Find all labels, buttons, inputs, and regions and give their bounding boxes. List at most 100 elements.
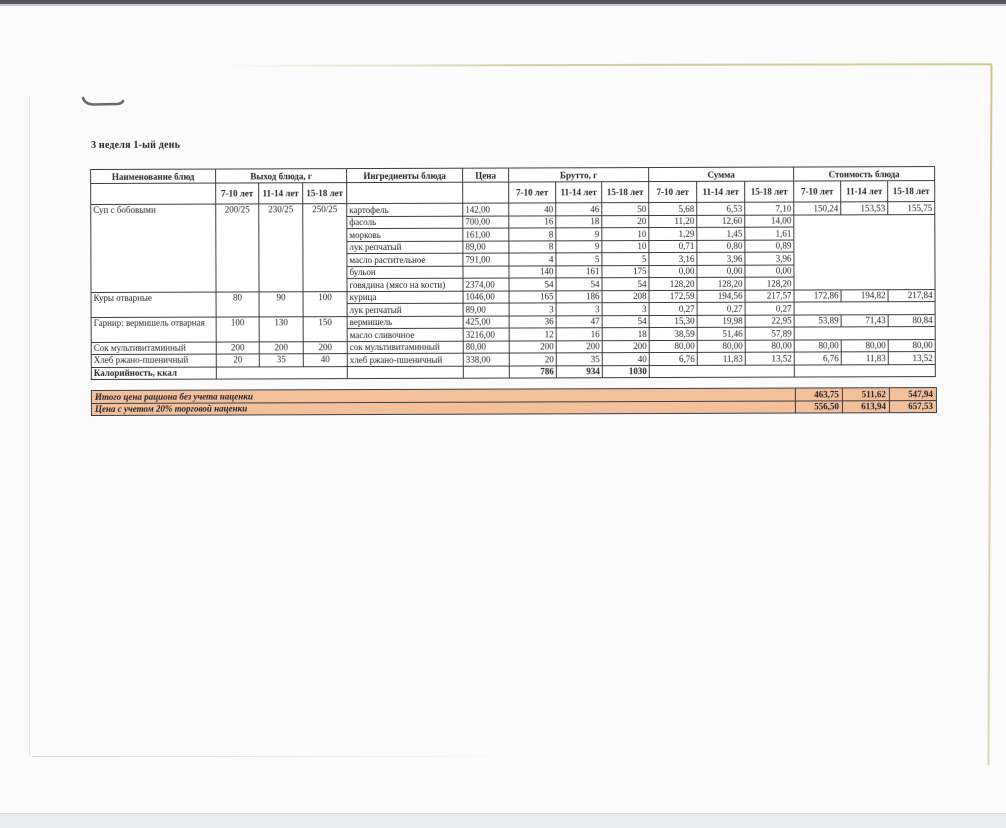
sum-cell: 1,45 <box>696 227 745 240</box>
sum-cell: 217,57 <box>745 289 795 303</box>
page-edge-bottom <box>32 756 552 757</box>
cost-merged-blank <box>794 326 936 340</box>
price-cell <box>462 265 509 279</box>
output-cell: 80 <box>216 291 260 317</box>
gross-cell: 54 <box>508 277 557 291</box>
totals-value-cell: 547,94 <box>889 387 937 401</box>
gross-cell: 50 <box>601 202 649 216</box>
output-cell: 230/25 <box>258 203 304 292</box>
gross-cell: 46 <box>555 202 602 216</box>
calories-value-cell: 934 <box>556 365 603 378</box>
sum-cell: 0,89 <box>744 239 794 253</box>
price-cell: 425,00 <box>463 315 510 329</box>
ingredient-cell: вермишель <box>347 315 464 329</box>
ingredient-cell: фасоль <box>346 215 463 229</box>
totals-table: Итого цена рациона без учета наценки 463,… <box>91 387 937 416</box>
sum-cell: 0,71 <box>648 239 697 253</box>
gross-cell: 20 <box>509 352 557 366</box>
sum-cell: 38,59 <box>649 327 698 341</box>
header-age-group: 15-18 лет <box>744 181 794 203</box>
output-cell: 130 <box>259 316 304 342</box>
gross-cell: 200 <box>556 340 603 353</box>
gross-cell: 54 <box>601 277 650 291</box>
sum-cell: 11,20 <box>648 214 697 228</box>
totals-label-cell: Цена с учетом 20% торговой наценки <box>91 400 796 416</box>
gross-cell: 35 <box>556 352 603 366</box>
sum-cell: 15,30 <box>649 314 698 328</box>
totals-table-body: Итого цена рациона без учета наценки 463,… <box>91 387 937 416</box>
gross-cell: 10 <box>601 227 649 241</box>
gross-cell: 5 <box>601 252 649 266</box>
gross-cell: 54 <box>555 277 603 291</box>
totals-value-cell: 556,50 <box>795 400 843 414</box>
dish-name-cell: Сок мультивитаминный <box>91 341 217 355</box>
sum-cell: 128,20 <box>744 277 795 290</box>
ingredient-cell: масло сливочное <box>347 328 464 342</box>
output-cell: 40 <box>303 353 348 367</box>
output-cell: 35 <box>259 353 304 367</box>
gross-cell: 18 <box>555 215 602 228</box>
sum-cell: 3,96 <box>744 252 794 265</box>
cost-cell: 11,83 <box>841 351 889 365</box>
price-cell: 791,00 <box>462 253 509 266</box>
gross-cell: 8 <box>508 227 556 241</box>
cost-cell: 13,52 <box>888 351 936 365</box>
cost-cell: 80,00 <box>841 339 889 352</box>
output-cell: 200 <box>259 341 304 354</box>
ingredient-cell: хлеб ржано-пшеничный <box>347 353 464 367</box>
ingredient-cell: лук репчатый <box>346 240 463 254</box>
sum-cell: 11,83 <box>697 352 746 365</box>
cost-cell: 172,86 <box>794 289 842 303</box>
scanned-document: 3 неделя 1-ый день Наименование блюд Вых… <box>90 137 951 416</box>
totals-value-cell: 463,75 <box>795 387 843 401</box>
ingredient-cell: курица <box>347 290 464 304</box>
totals-row: Цена с учетом 20% торговой наценки 556,50… <box>91 400 937 416</box>
ingredient-cell: картофель <box>346 203 463 217</box>
ingredient-cell: говядина (мясо на кости) <box>346 278 464 292</box>
totals-value-cell: 511,62 <box>842 387 890 401</box>
header-ingredients: Ингредиенты блюда <box>346 168 463 183</box>
sum-cell: 128,20 <box>648 277 698 291</box>
sum-cell: 80,00 <box>697 339 746 353</box>
gross-cell: 4 <box>508 252 556 266</box>
sum-cell: 22,95 <box>745 314 795 328</box>
header-age-group: 7-10 лет <box>648 181 697 203</box>
cost-cell: 80,84 <box>888 314 936 327</box>
header-age-group: 11-14 лет <box>258 182 303 204</box>
price-cell: 700,00 <box>462 215 509 229</box>
output-cell: 200/25 <box>215 203 260 292</box>
gross-cell: 20 <box>601 215 649 228</box>
sum-cell: 57,89 <box>745 327 795 340</box>
calories-value-cell: 1030 <box>602 365 650 378</box>
sum-cell: 194,56 <box>697 289 746 303</box>
header-age-group: 7-10 лет <box>508 181 556 204</box>
price-cell: 80,00 <box>463 340 510 354</box>
sum-cell: 0,27 <box>697 302 746 315</box>
totals-value-cell: 657,53 <box>889 400 937 413</box>
sum-cell: 0,27 <box>649 302 698 316</box>
ingredient-cell: морковь <box>346 228 463 242</box>
output-cell: 250/25 <box>302 203 348 292</box>
gross-cell: 47 <box>556 315 603 328</box>
gross-cell: 18 <box>602 327 650 341</box>
dish-name-cell: Хлеб ржано-пшеничный <box>91 354 217 367</box>
gross-cell: 40 <box>508 202 556 216</box>
sum-cell: 3,96 <box>696 252 745 265</box>
gross-cell: 208 <box>602 290 650 303</box>
price-cell: 2374,00 <box>462 278 510 291</box>
ingredient-cell: бульон <box>346 265 463 279</box>
gross-cell: 161 <box>555 265 602 278</box>
price-cell: 3216,00 <box>463 328 510 341</box>
header-blank <box>462 182 509 204</box>
cost-cell: 150,24 <box>793 201 841 215</box>
sum-cell: 0,00 <box>744 264 795 278</box>
cost-cell: 153,53 <box>840 201 888 215</box>
sum-cell: 6,76 <box>649 352 698 366</box>
gross-cell: 200 <box>602 340 650 353</box>
cost-cell: 80,00 <box>794 339 842 353</box>
output-cell: 20 <box>216 353 260 367</box>
gross-cell: 186 <box>556 290 603 303</box>
header-age-group: 11-14 лет <box>696 181 745 203</box>
price-cell: 161,00 <box>462 228 509 241</box>
cost-cell: 53,89 <box>794 314 842 328</box>
